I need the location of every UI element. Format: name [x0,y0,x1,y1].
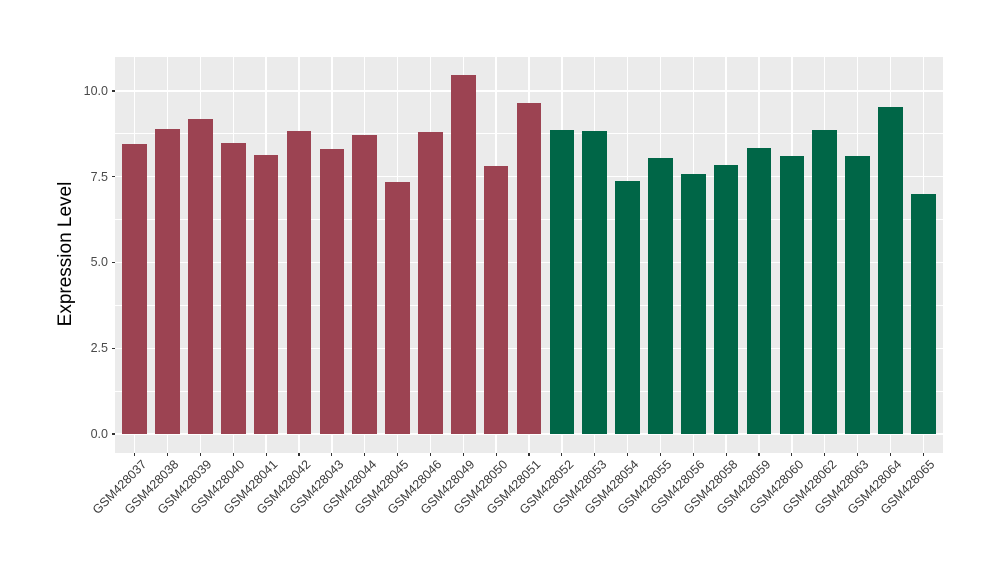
bar-GSM428040 [220,143,246,434]
bar-GSM428045 [385,181,410,434]
x-tick-mark [725,452,727,456]
y-gridline [115,433,943,435]
x-tick-mark [199,452,201,456]
bar-GSM428064 [878,106,903,434]
x-tick-mark [857,452,859,456]
bar-GSM428046 [418,131,443,434]
y-tick-label: 7.5 [90,169,108,184]
y-tick-mark [111,176,115,178]
bar-GSM428051 [516,102,542,434]
x-tick-mark [364,452,366,456]
y-tick-label: 0.0 [90,426,108,441]
x-tick-mark [462,452,464,456]
bar-GSM428041 [253,154,279,434]
plot-panel [115,57,943,453]
bar-GSM428053 [582,130,607,434]
y-tick-mark [111,90,115,92]
bar-GSM428044 [352,135,377,434]
bar-GSM428056 [680,173,706,434]
y-tick-mark [111,433,115,435]
y-tick-label: 10.0 [83,83,108,98]
bar-GSM428050 [483,165,509,434]
x-tick-mark [627,452,629,456]
bar-GSM428063 [845,156,870,434]
bar-GSM428052 [549,130,575,434]
x-tick-mark [659,452,661,456]
bar-GSM428043 [319,148,345,434]
bar-GSM428054 [615,181,640,434]
x-tick-mark [791,452,793,456]
x-tick-mark [429,452,431,456]
bar-GSM428049 [450,74,476,434]
x-tick-mark [594,452,596,456]
x-tick-mark [528,452,530,456]
bar-GSM428059 [746,148,772,434]
y-tick-mark [111,261,115,263]
x-tick-mark [692,452,694,456]
x-tick-mark [232,452,234,456]
bar-GSM428058 [713,165,739,434]
x-tick-mark [331,452,333,456]
y-tick-label: 2.5 [90,341,108,356]
bar-GSM428039 [188,119,213,434]
y-tick-mark [111,347,115,349]
x-tick-mark [758,452,760,456]
x-tick-mark [397,452,399,456]
bar-GSM428060 [779,156,805,434]
x-tick-mark [167,452,169,456]
x-tick-mark [265,452,267,456]
bar-GSM428042 [286,130,312,434]
x-tick-mark [889,452,891,456]
bar-GSM428055 [648,157,673,434]
x-tick-mark [922,452,924,456]
y-gridline [115,90,943,92]
x-tick-mark [495,452,497,456]
x-tick-mark [824,452,826,456]
x-tick-mark [561,452,563,456]
bar-GSM428038 [155,129,180,434]
y-tick-label: 5.0 [90,255,108,270]
bar-GSM428062 [812,129,837,434]
x-tick-mark [298,452,300,456]
bar-GSM428037 [122,144,147,434]
x-tick-mark [134,452,136,456]
bar-GSM428065 [910,194,936,434]
